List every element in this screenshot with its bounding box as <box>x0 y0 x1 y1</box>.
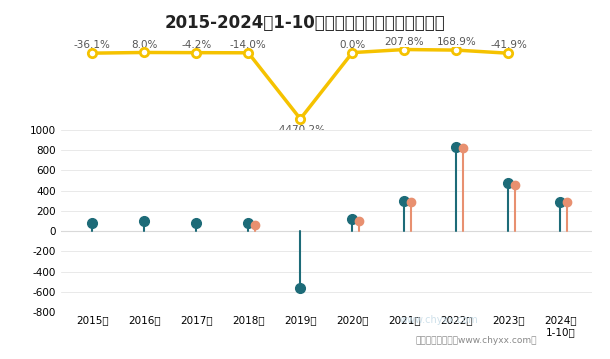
Text: 0.0%: 0.0% <box>339 39 365 50</box>
Text: -41.9%: -41.9% <box>490 40 527 50</box>
Legend: 利润总额累计值（亿元）, 营业利润累计值（亿元）, 利润总额累计增长（%）: 利润总额累计值（亿元）, 营业利润累计值（亿元）, 利润总额累计增长（%） <box>56 0 374 2</box>
Text: 8.0%: 8.0% <box>131 39 157 50</box>
Text: -4.2%: -4.2% <box>181 40 212 50</box>
Text: 207.8%: 207.8% <box>384 37 424 47</box>
Text: 2015-2024年1-10月青海省工业企业利润统计图: 2015-2024年1-10月青海省工业企业利润统计图 <box>165 14 445 32</box>
Text: 制图：智研咨询（www.chyxx.com）: 制图：智研咨询（www.chyxx.com） <box>415 336 537 345</box>
Text: www.chyxx.com: www.chyxx.com <box>400 314 479 325</box>
Text: -4470.2%: -4470.2% <box>275 125 325 135</box>
Text: 168.9%: 168.9% <box>437 37 476 47</box>
Text: -14.0%: -14.0% <box>230 40 267 50</box>
Text: -36.1%: -36.1% <box>74 40 110 50</box>
